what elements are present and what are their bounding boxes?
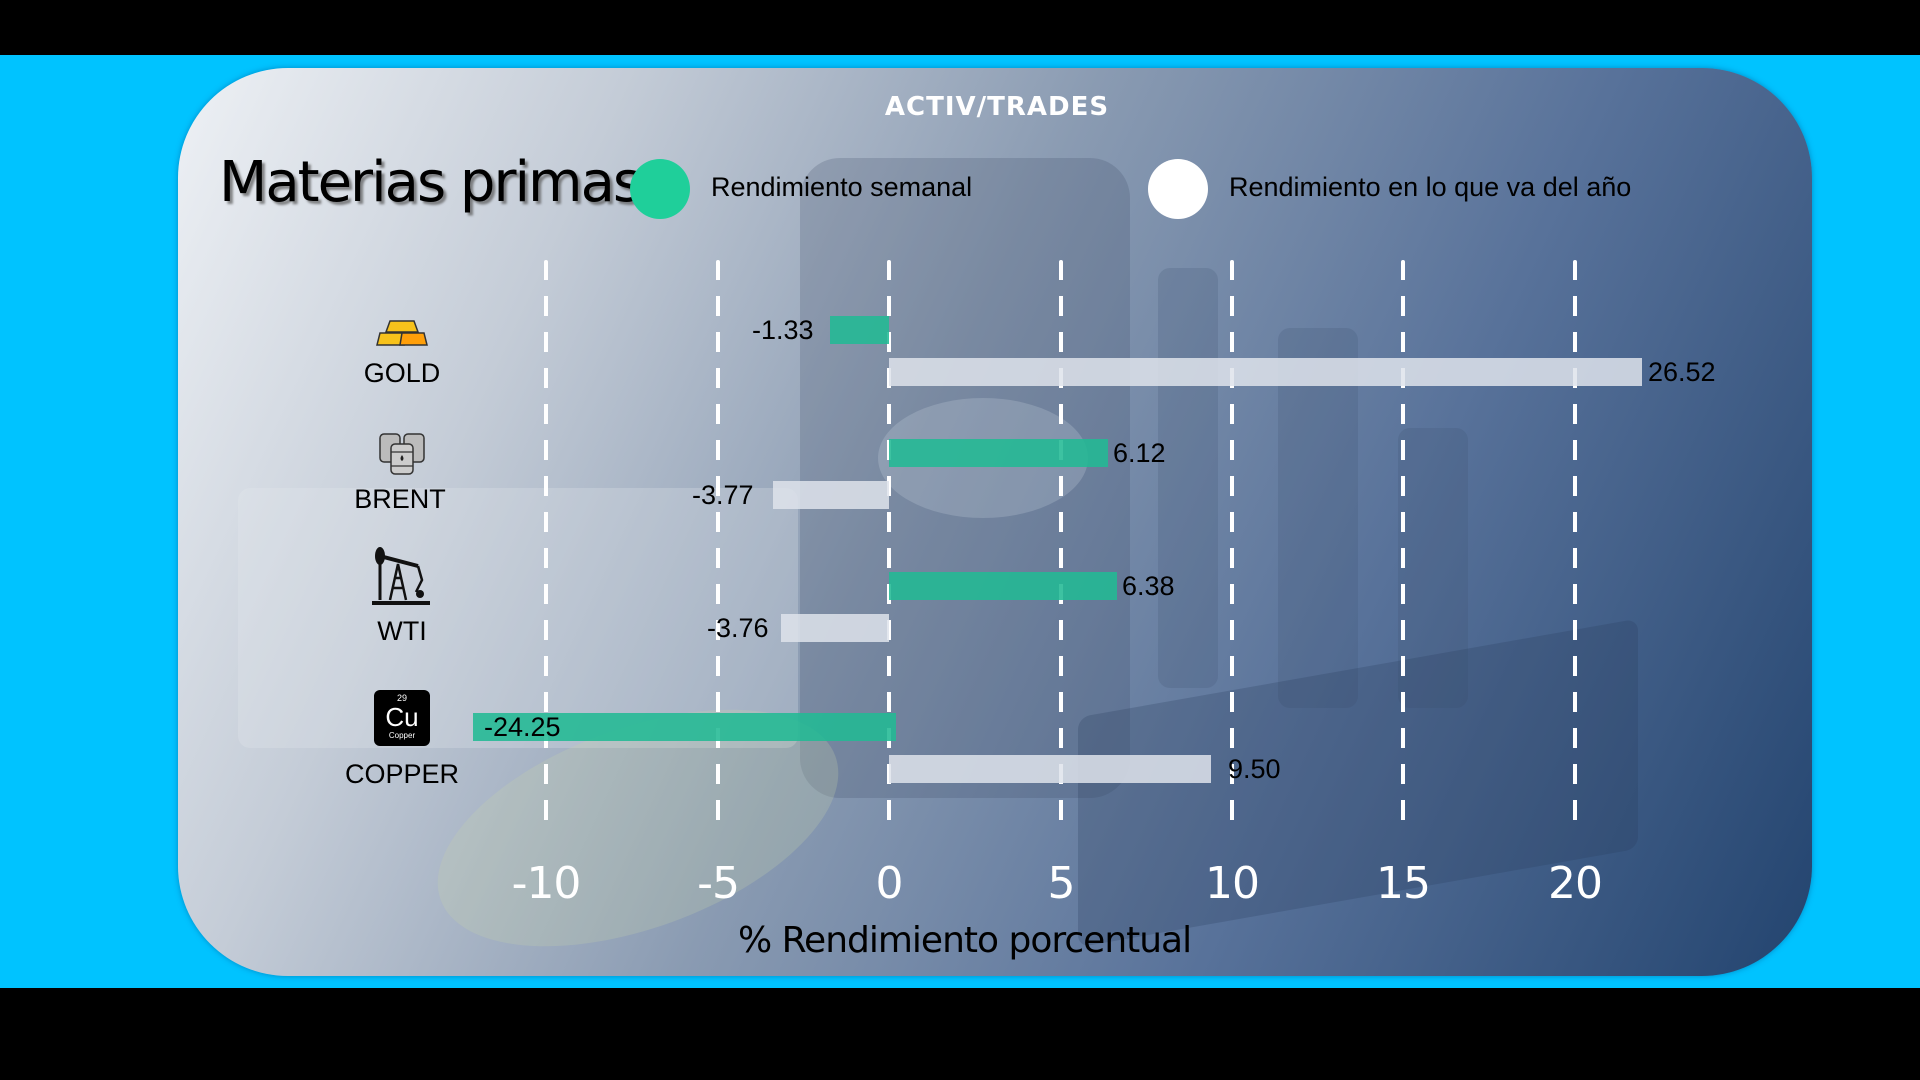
- category-label-copper: COPPER: [344, 759, 460, 789]
- legend-weekly-label: Rendimiento semanal: [711, 172, 973, 202]
- category-label-wti: WTI: [377, 616, 427, 646]
- chart-card: [178, 68, 1812, 976]
- bar-gold-weekly: [830, 316, 889, 344]
- oil-pump-icon: [372, 546, 432, 611]
- bar-copper-ytd: [889, 755, 1211, 783]
- oil-barrels-icon: [378, 432, 426, 481]
- value-gold-weekly: -1.33: [752, 315, 814, 345]
- bar-gold-ytd: [889, 358, 1642, 386]
- tick-label: 10: [1205, 858, 1260, 909]
- value-wti-weekly: 6.38: [1122, 571, 1175, 601]
- chart-title: Materias primas: [219, 150, 642, 215]
- bar-brent-ytd: [773, 481, 889, 509]
- value-wti-ytd: -3.76: [707, 613, 769, 643]
- tick-label: 5: [1047, 858, 1076, 909]
- bar-brent-weekly: [889, 439, 1108, 467]
- category-label-gold: GOLD: [363, 358, 441, 388]
- bar-copper-weekly: [473, 713, 896, 741]
- element-number: 29: [396, 693, 407, 703]
- pipe-background: [1398, 428, 1468, 708]
- gold-bars-icon: [376, 320, 428, 351]
- tick-label: 0: [875, 858, 904, 909]
- oil-barrel-background: [800, 158, 1130, 798]
- value-copper-weekly: -24.25: [484, 712, 561, 742]
- legend-weekly-swatch: [630, 159, 690, 219]
- gridline-zero: [887, 260, 891, 824]
- legend-ytd-swatch: [1148, 159, 1208, 219]
- tick-label: -5: [697, 858, 740, 909]
- bar-wti-ytd: [781, 614, 889, 642]
- gridline-10: [1230, 260, 1234, 824]
- pipe-background: [1278, 328, 1358, 708]
- activtrades-logo: ACTIV/TRADES: [884, 92, 1110, 122]
- copper-element-icon: 29 Cu Copper: [374, 690, 430, 746]
- legend-ytd-label: Rendimiento en lo que va del año: [1229, 172, 1632, 202]
- element-name: Copper: [388, 731, 416, 740]
- tick-label: 20: [1548, 858, 1603, 909]
- gridline-minus-5: [716, 260, 720, 824]
- value-copper-ytd: 9.50: [1228, 754, 1281, 784]
- bar-wti-weekly: [889, 572, 1117, 600]
- element-symbol: Cu: [385, 702, 419, 732]
- gridline-minus-10: [544, 260, 548, 824]
- gridline-5: [1059, 260, 1063, 824]
- tick-label: 15: [1376, 858, 1431, 909]
- category-label-brent: BRENT: [354, 484, 446, 514]
- gridline-20: [1573, 260, 1577, 824]
- silver-bars-background: [238, 488, 798, 748]
- pipe-background: [1158, 268, 1218, 688]
- value-brent-ytd: -3.77: [692, 480, 754, 510]
- value-brent-weekly: 6.12: [1113, 438, 1166, 468]
- gridline-15: [1401, 260, 1405, 824]
- value-gold-ytd: 26.52: [1648, 357, 1716, 387]
- x-axis-title: % Rendimiento porcentual: [738, 920, 1192, 961]
- tick-label: -10: [511, 858, 582, 909]
